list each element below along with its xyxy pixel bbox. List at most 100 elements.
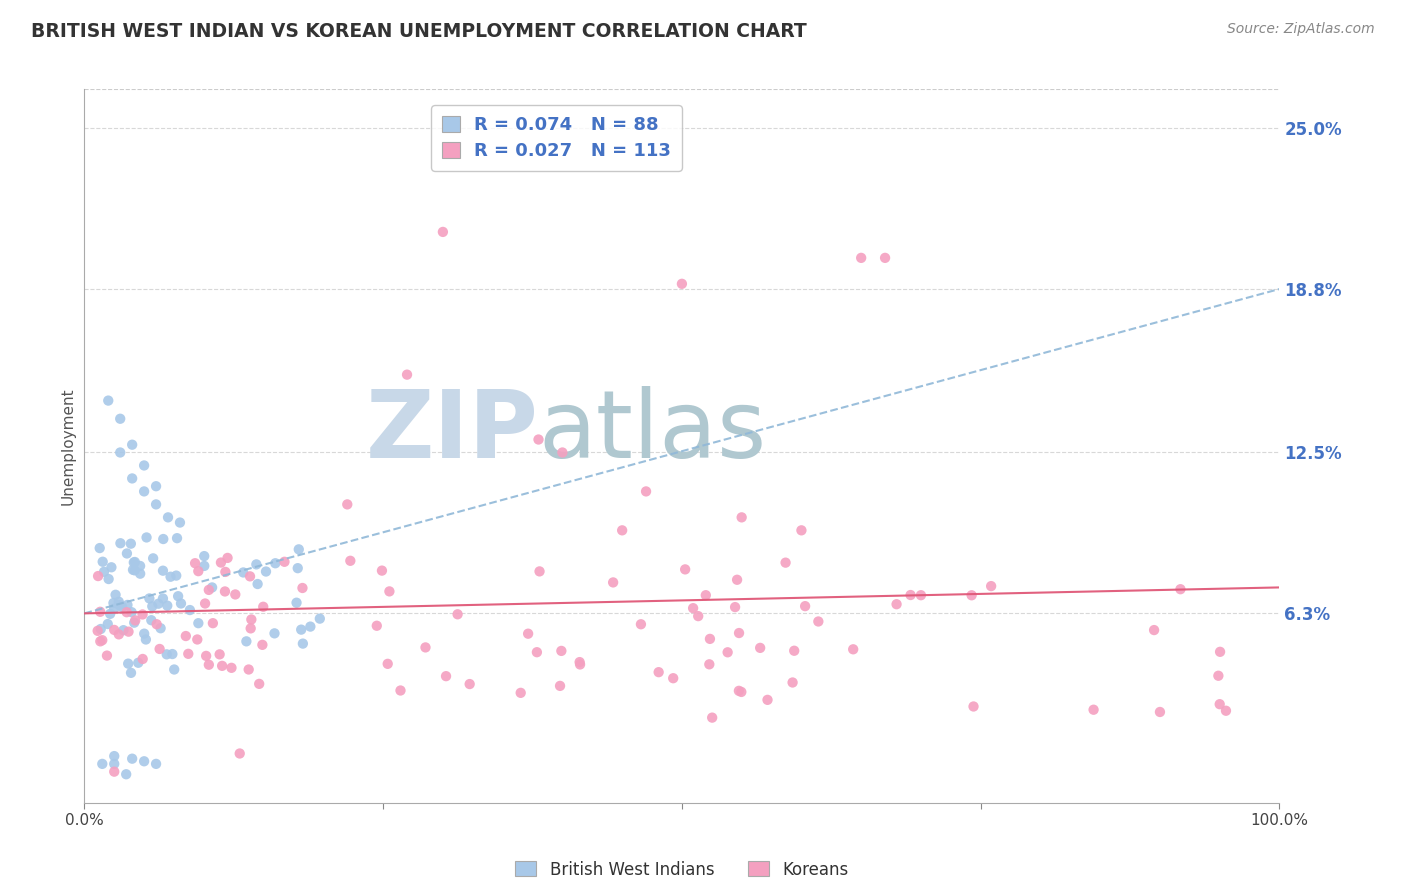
- Point: [97, 393, 120, 408]
- Point: [790, 524, 813, 538]
- Point: [97, 572, 120, 586]
- Point: [336, 497, 359, 511]
- Point: [238, 663, 260, 677]
- Point: [783, 644, 806, 658]
- Point: [254, 565, 277, 579]
- Point: [120, 665, 142, 680]
- Point: [89, 634, 111, 648]
- Point: [96, 648, 118, 663]
- Point: [174, 629, 197, 643]
- Point: [517, 626, 540, 640]
- Point: [636, 484, 658, 499]
- Point: [195, 648, 218, 663]
- Point: [1170, 582, 1192, 597]
- Point: [121, 752, 143, 766]
- Point: [548, 679, 571, 693]
- Point: [187, 564, 209, 578]
- Point: [89, 605, 111, 619]
- Point: [217, 550, 239, 565]
- Point: [263, 626, 285, 640]
- Point: [103, 601, 125, 615]
- Point: [980, 579, 1002, 593]
- Point: [91, 555, 114, 569]
- Point: [371, 564, 394, 578]
- Point: [107, 595, 129, 609]
- Point: [131, 607, 153, 622]
- Point: [602, 575, 624, 590]
- Point: [135, 632, 157, 647]
- Point: [179, 603, 201, 617]
- Point: [287, 561, 309, 575]
- Point: [115, 767, 138, 781]
- Point: [156, 648, 179, 662]
- Point: [132, 458, 156, 473]
- Point: [529, 565, 551, 579]
- Point: [273, 555, 295, 569]
- Point: [1149, 705, 1171, 719]
- Point: [145, 479, 167, 493]
- Point: [724, 600, 747, 615]
- Point: [962, 699, 984, 714]
- Point: [193, 549, 215, 563]
- Point: [900, 588, 922, 602]
- Point: [1208, 669, 1230, 683]
- Point: [366, 619, 388, 633]
- Point: [432, 225, 454, 239]
- Point: [108, 598, 131, 612]
- Point: [415, 640, 437, 655]
- Point: [110, 445, 132, 459]
- Point: [673, 562, 696, 576]
- Point: [148, 597, 170, 611]
- Point: [728, 626, 751, 640]
- Point: [156, 599, 179, 613]
- Point: [662, 671, 685, 685]
- Point: [568, 655, 591, 669]
- Point: [756, 693, 779, 707]
- Point: [1083, 703, 1105, 717]
- Point: [122, 563, 145, 577]
- Point: [104, 588, 127, 602]
- Point: [145, 497, 167, 511]
- Point: [775, 556, 797, 570]
- Point: [288, 542, 311, 557]
- Point: [851, 251, 873, 265]
- Point: [211, 658, 233, 673]
- Point: [149, 621, 172, 635]
- Point: [717, 645, 740, 659]
- Point: [103, 596, 125, 610]
- Point: [121, 438, 143, 452]
- Point: [117, 624, 139, 639]
- Point: [209, 556, 232, 570]
- Point: [138, 591, 160, 606]
- Point: [122, 615, 145, 630]
- Point: [170, 597, 193, 611]
- Point: [162, 647, 184, 661]
- Point: [875, 251, 897, 265]
- Point: [229, 747, 252, 761]
- Point: [149, 642, 172, 657]
- Point: [87, 569, 110, 583]
- Text: ZIP: ZIP: [366, 385, 538, 478]
- Point: [308, 612, 330, 626]
- Point: [960, 588, 983, 602]
- Point: [89, 541, 111, 555]
- Point: [285, 596, 308, 610]
- Legend: British West Indians, Koreans: British West Indians, Koreans: [508, 854, 856, 885]
- Point: [749, 640, 772, 655]
- Point: [290, 623, 312, 637]
- Point: [169, 516, 191, 530]
- Point: [688, 609, 710, 624]
- Point: [110, 536, 132, 550]
- Point: [117, 598, 139, 612]
- Text: BRITISH WEST INDIAN VS KOREAN UNEMPLOYMENT CORRELATION CHART: BRITISH WEST INDIAN VS KOREAN UNEMPLOYME…: [31, 22, 807, 41]
- Point: [145, 756, 167, 771]
- Point: [509, 686, 531, 700]
- Point: [157, 510, 180, 524]
- Point: [98, 607, 121, 621]
- Point: [124, 613, 146, 627]
- Point: [86, 624, 108, 638]
- Point: [630, 617, 652, 632]
- Point: [232, 566, 254, 580]
- Point: [141, 599, 163, 614]
- Point: [1209, 645, 1232, 659]
